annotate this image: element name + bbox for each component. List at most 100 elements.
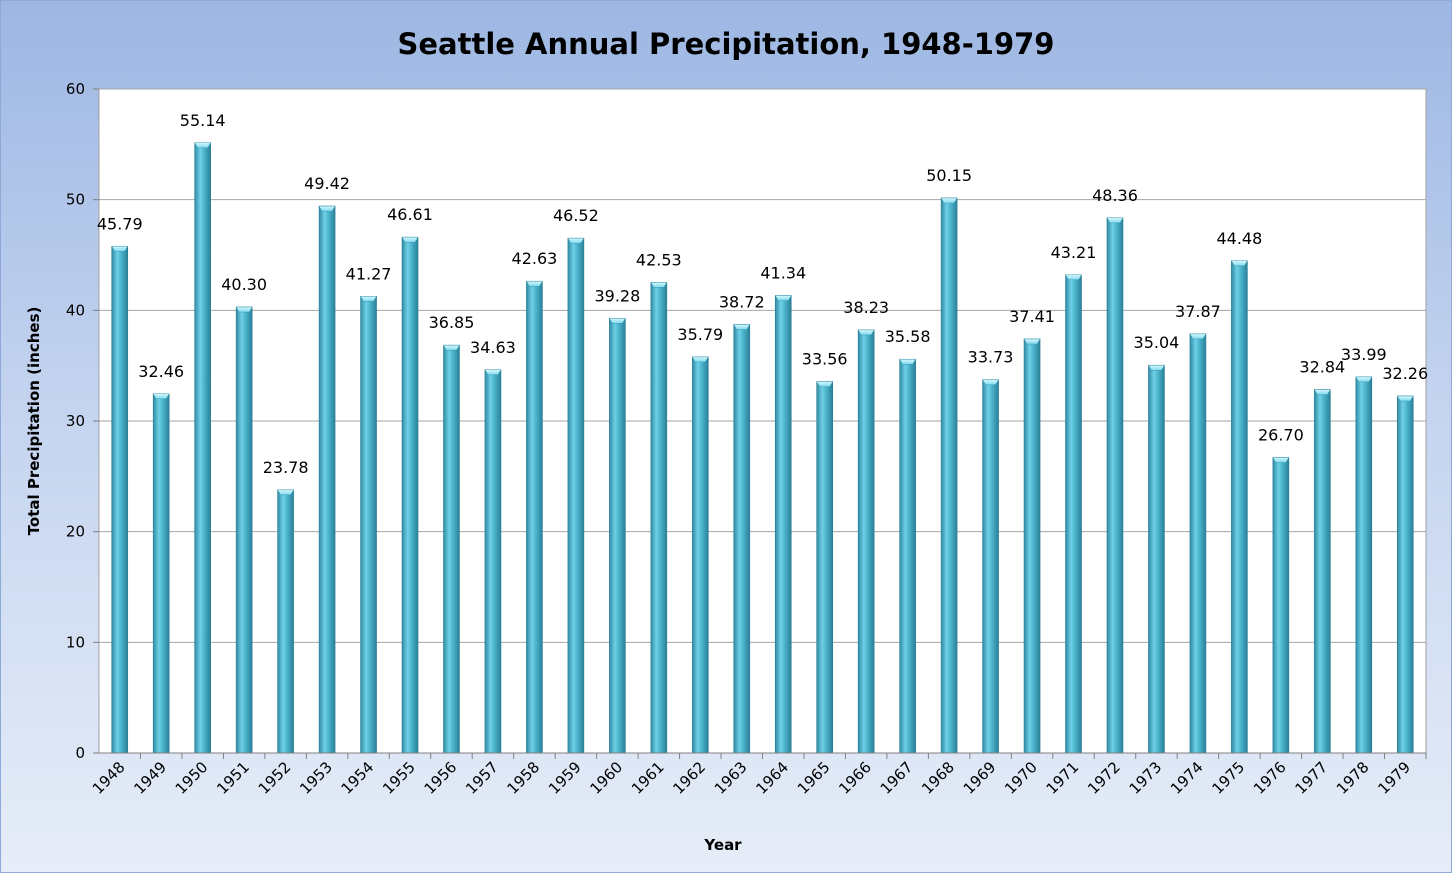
bar-cap xyxy=(1065,274,1082,281)
bar xyxy=(1189,333,1207,754)
bar-body xyxy=(899,358,916,754)
bar-cap xyxy=(1272,457,1290,463)
bar-cap xyxy=(1106,217,1124,224)
bar-body xyxy=(1355,376,1373,754)
data-label: 49.42 xyxy=(304,174,350,193)
bar-body xyxy=(857,329,875,754)
bar xyxy=(1355,376,1373,754)
data-label: 43.21 xyxy=(1051,243,1097,262)
data-label: 48.36 xyxy=(1092,186,1138,205)
data-label: 34.63 xyxy=(470,338,516,357)
bar xyxy=(1230,260,1248,754)
x-tick-label: 1948 xyxy=(89,758,129,798)
x-tick-label: 1979 xyxy=(1374,758,1414,798)
bar-body xyxy=(360,295,377,754)
data-label: 40.30 xyxy=(221,275,267,294)
bar-cap xyxy=(525,280,543,287)
bar-body xyxy=(194,142,211,754)
bar xyxy=(650,282,668,754)
bar-body xyxy=(1189,333,1207,754)
data-label: 38.23 xyxy=(843,298,889,317)
bar-cap xyxy=(567,237,585,244)
x-tick-label: 1978 xyxy=(1333,758,1373,798)
data-label: 42.63 xyxy=(512,249,558,268)
data-label: 35.58 xyxy=(885,327,931,346)
bar xyxy=(1313,389,1331,754)
data-label: 44.48 xyxy=(1216,229,1262,248)
x-tick-label: 1952 xyxy=(255,758,295,798)
x-axis-title: Year xyxy=(703,836,742,854)
x-tick-label: 1977 xyxy=(1291,758,1331,798)
x-tick-label: 1971 xyxy=(1043,758,1083,798)
x-tick-label: 1961 xyxy=(628,758,668,798)
bar-cap xyxy=(733,324,751,330)
bar xyxy=(1106,217,1124,754)
x-tick-label: 1965 xyxy=(794,758,834,798)
bar xyxy=(691,356,709,754)
bar-cap xyxy=(608,318,626,324)
x-tick-label: 1950 xyxy=(172,758,212,798)
bar-cap xyxy=(194,142,212,149)
bar xyxy=(360,295,377,754)
bar xyxy=(608,318,626,754)
bar xyxy=(401,236,419,754)
bar xyxy=(774,295,792,754)
bar xyxy=(111,245,129,754)
bar-cap xyxy=(1396,395,1414,402)
data-label: 32.46 xyxy=(138,362,184,381)
data-label: 26.70 xyxy=(1258,426,1304,445)
bar-cap xyxy=(111,246,129,252)
bar-body xyxy=(1106,217,1124,754)
bar xyxy=(152,393,170,754)
bars xyxy=(111,142,1414,754)
bar-cap xyxy=(691,356,709,363)
bar-body xyxy=(235,306,253,754)
y-tick-label: 40 xyxy=(66,301,85,319)
bar-body xyxy=(318,205,336,754)
y-tick-label: 10 xyxy=(66,633,85,651)
data-label: 36.85 xyxy=(429,313,475,332)
x-tick-label: 1973 xyxy=(1126,758,1166,798)
y-axis-title: Total Precipitation (inches) xyxy=(25,307,43,536)
x-tick-label: 1964 xyxy=(752,758,792,798)
x-tick-label: 1968 xyxy=(918,758,958,798)
x-tick-label: 1954 xyxy=(338,758,378,798)
bar-body xyxy=(1148,364,1165,754)
bar xyxy=(857,329,875,754)
bar-cap xyxy=(1189,333,1207,340)
bar-cap xyxy=(774,295,792,301)
bar xyxy=(443,344,460,754)
bar-cap xyxy=(1230,260,1248,267)
bar-cap xyxy=(857,329,875,336)
bar-body xyxy=(650,282,668,754)
x-tick-label: 1959 xyxy=(545,758,585,798)
bar-body xyxy=(982,379,999,754)
data-label: 46.52 xyxy=(553,206,599,225)
data-label: 38.72 xyxy=(719,292,765,311)
bar xyxy=(899,358,917,754)
bar-body xyxy=(401,236,419,754)
data-label: 46.61 xyxy=(387,205,433,224)
x-tick-label: 1975 xyxy=(1208,758,1248,798)
bar xyxy=(194,142,212,754)
x-tick-label: 1970 xyxy=(1001,758,1041,798)
x-tick-label: 1960 xyxy=(586,758,626,798)
data-label: 32.84 xyxy=(1299,358,1345,377)
x-tick-label: 1969 xyxy=(960,758,1000,798)
bar-cap xyxy=(1313,389,1331,395)
bar xyxy=(1396,395,1414,754)
bar-body xyxy=(691,356,709,754)
bar-body xyxy=(443,344,460,754)
bar-cap xyxy=(401,236,419,243)
bar xyxy=(940,197,958,754)
bar xyxy=(318,205,336,754)
bar-body xyxy=(111,245,129,754)
bar-body xyxy=(1231,260,1248,754)
bar-body xyxy=(1023,338,1041,754)
bar-cap xyxy=(277,489,295,496)
data-label: 37.87 xyxy=(1175,302,1221,321)
x-tick-label: 1974 xyxy=(1167,758,1207,798)
x-tick-label: 1966 xyxy=(835,758,875,798)
bar-body xyxy=(277,489,294,754)
